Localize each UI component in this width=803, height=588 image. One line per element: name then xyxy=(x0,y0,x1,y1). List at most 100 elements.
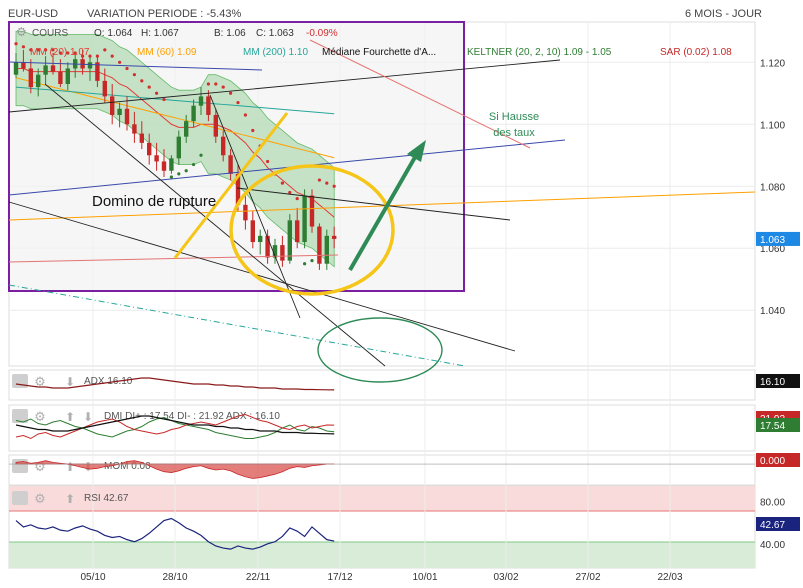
sar-dot xyxy=(66,51,70,55)
sar-dot xyxy=(199,153,203,157)
sar-dot xyxy=(51,48,55,52)
di-plus-line xyxy=(15,416,335,439)
rsi-badge: 42.67 xyxy=(760,520,785,531)
candle-body xyxy=(176,136,181,159)
arrow-up-icon[interactable]: ⬆ xyxy=(65,492,75,506)
legend-mm60: MM (60) 1.09 xyxy=(137,47,197,58)
mm200-line xyxy=(15,86,335,115)
y-tick-label: 1.080 xyxy=(760,182,785,193)
annotation-hausse-1: Si Hausse xyxy=(489,111,539,123)
blue-trendline-top xyxy=(8,61,263,71)
candle-body xyxy=(198,96,204,106)
mom-area xyxy=(15,460,335,479)
candle-body xyxy=(272,245,278,258)
sar-dot xyxy=(14,42,18,46)
gear-icon[interactable]: ⚙ xyxy=(16,25,27,39)
x-tick-label: 22/03 xyxy=(657,572,682,583)
orange-trendline xyxy=(8,191,756,221)
gear-icon[interactable]: ⚙ xyxy=(34,374,46,389)
candle-body xyxy=(243,204,248,221)
arrow-down-icon[interactable]: ⬇ xyxy=(65,375,75,389)
candle-body xyxy=(235,173,241,205)
sar-dot xyxy=(221,85,225,89)
green-arrow-head xyxy=(407,140,426,162)
candle-body xyxy=(21,62,26,69)
sar-dot xyxy=(280,181,284,185)
legend-keltner: KELTNER (20, 2, 10) 1.09 - 1.05 xyxy=(467,47,612,58)
close-icon[interactable] xyxy=(12,491,28,505)
mom-panel xyxy=(8,454,756,486)
candle-body xyxy=(169,158,174,171)
symbol-label: EUR-USD xyxy=(8,8,59,20)
sar-dot xyxy=(325,181,329,185)
sar-dot xyxy=(118,60,122,64)
dmi-diplus-badge-bg xyxy=(756,418,800,432)
price-badge: 1.063 xyxy=(760,235,785,246)
candle-body xyxy=(110,96,115,115)
annotation-hausse-2: des taux xyxy=(493,127,535,139)
gear-icon[interactable]: ⚙ xyxy=(34,491,46,506)
candle-body xyxy=(95,62,100,81)
sar-dot xyxy=(21,45,25,49)
rsi-line xyxy=(15,517,335,550)
sar-dot xyxy=(162,97,166,102)
sar-dot xyxy=(303,262,307,266)
sar-dots xyxy=(14,42,336,266)
candle-body xyxy=(221,136,226,156)
green-arrow-shaft xyxy=(348,151,420,271)
candle-body xyxy=(228,155,233,174)
adx-title: ADX 16.10 xyxy=(84,376,133,387)
sar-dot xyxy=(236,100,240,105)
sar-dot xyxy=(125,66,129,71)
candles xyxy=(13,49,337,270)
candle-body xyxy=(154,155,159,162)
sar-dot xyxy=(229,91,233,95)
black-trendline-upper xyxy=(8,59,561,113)
rsi-tick-label: 40.00 xyxy=(760,540,785,551)
adx-badge: 16.10 xyxy=(760,377,785,388)
candle-body xyxy=(13,62,19,75)
sar-dot xyxy=(192,162,196,167)
rsi-overbought-zone xyxy=(9,486,755,511)
arrow-up-icon[interactable]: ⬆ xyxy=(65,460,75,474)
candle-body xyxy=(87,62,93,69)
candle-body xyxy=(36,74,41,88)
sar-dot xyxy=(295,197,299,201)
candle-body xyxy=(117,108,122,115)
candle-body xyxy=(43,65,48,75)
sar-dot xyxy=(155,91,159,95)
sar-dot xyxy=(88,54,92,58)
sar-dot xyxy=(58,51,63,55)
legend-mm20: MM (20) 1.07 xyxy=(30,47,90,58)
candle-body xyxy=(309,195,315,227)
legend-low: B: 1.06 xyxy=(214,28,246,39)
candle-body xyxy=(287,220,292,261)
candle-body xyxy=(250,220,255,243)
candle-body xyxy=(191,105,196,122)
sar-dot xyxy=(103,48,107,52)
candle-body xyxy=(50,65,56,72)
candle-body xyxy=(332,235,337,239)
green-ellipse xyxy=(317,317,443,383)
sar-dot xyxy=(310,259,314,263)
yellow-rupture-line xyxy=(173,112,289,259)
close-icon[interactable] xyxy=(12,409,28,423)
y-tick-label: 1.120 xyxy=(760,58,785,69)
arrow-down-icon[interactable]: ⬇ xyxy=(83,410,93,424)
sar-dot xyxy=(140,79,144,83)
candle-body xyxy=(206,96,211,115)
axes: 05/10 28/10 22/11 17/12 10/01 03/02 27/02 22/03… xyxy=(80,58,785,583)
sar-dot xyxy=(184,169,188,173)
candle-body xyxy=(161,161,167,171)
gear-icon[interactable]: ⚙ xyxy=(34,459,46,474)
candle-body xyxy=(58,71,63,84)
period-selector[interactable]: 6 MOIS - JOUR xyxy=(685,8,763,20)
mom-badge: 0.000 xyxy=(760,456,785,467)
candle-body xyxy=(280,245,285,261)
close-icon[interactable] xyxy=(12,459,28,473)
arrow-up-icon[interactable]: ⬆ xyxy=(65,410,75,424)
rsi-badge-bg xyxy=(756,517,800,531)
variation-label: VARIATION PERIODE : -5.43% xyxy=(87,8,242,20)
gear-icon[interactable]: ⚙ xyxy=(34,409,46,424)
